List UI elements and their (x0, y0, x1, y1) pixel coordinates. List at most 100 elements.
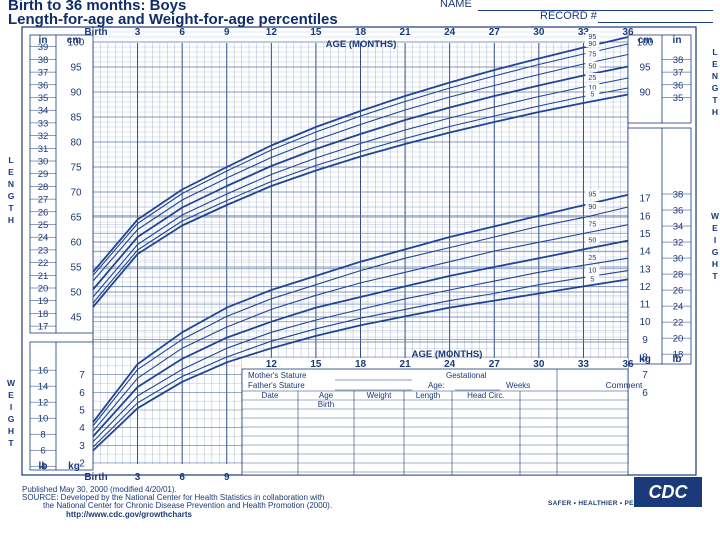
name-field[interactable] (478, 10, 713, 11)
length-percentile-90-line (92, 43, 629, 276)
cdc-logo: CDC (634, 477, 702, 507)
tick-label-cm: 85 (70, 113, 82, 124)
weeks-label: Weeks (506, 381, 530, 390)
age-tick-bottom-left: 9 (224, 472, 230, 483)
length-percentile-10-line (92, 87, 629, 304)
age-tick-bottom: 15 (310, 359, 322, 370)
tick-label-cm: 75 (70, 163, 82, 174)
length-percentile-25-line (92, 77, 629, 298)
weight-percentile-label-bg (585, 265, 600, 274)
length-axis-title-letter: H (8, 215, 14, 225)
weight-axis-title-letter: I (10, 402, 12, 412)
unit-lb-label: lb (39, 461, 48, 472)
tick-label-kg: 6 (79, 388, 85, 399)
comment-header: Comment (606, 380, 643, 390)
tick-label-in: 36 (38, 80, 49, 91)
unit-lb-label-right: lb (673, 354, 682, 365)
weight-percentile-5-label: 5 (590, 276, 594, 283)
unit-cm-label: cm (67, 35, 82, 46)
weight-percentile-50-label: 50 (588, 238, 596, 245)
tick-label-in: 22 (38, 258, 49, 269)
tick-label-lb: 12 (38, 398, 49, 409)
tick-label-lb-right: 26 (673, 286, 684, 297)
tick-label-lb: 8 (40, 430, 45, 441)
age-tick-bottom: 33 (578, 359, 590, 370)
tick-label-cm-right: 100 (637, 38, 654, 49)
chart-subtitle: Length-for-age and Weight-for-age percen… (8, 11, 338, 28)
table-column-header: Length (416, 391, 440, 400)
age-tick-top: 9 (224, 27, 230, 38)
tick-label-lb-right: 30 (673, 254, 684, 265)
tick-label-lb: 10 (38, 414, 49, 425)
weight-axis-title-letter-right: E (712, 223, 718, 233)
tick-label-kg: 4 (79, 423, 85, 434)
weight-percentile-75-label: 75 (588, 222, 596, 229)
tick-label-lb-right: 20 (673, 334, 684, 345)
length-percentile-25-label: 25 (588, 75, 596, 82)
length-percentile-10-label: 10 (588, 85, 596, 92)
length-axis-title-letter-right: T (712, 95, 718, 105)
tick-label-lb-right: 28 (673, 270, 684, 281)
weight-axis-title-letter-right: H (712, 259, 718, 269)
footer-url[interactable]: http://www.cdc.gov/growthcharts (66, 510, 192, 519)
right-length-scale (627, 34, 692, 124)
length-axis-title-letter-right: H (712, 107, 718, 117)
tick-label-cm: 60 (70, 238, 82, 249)
tick-label-lb-right: 34 (673, 222, 684, 233)
tick-label-lb-right: 38 (673, 190, 684, 201)
table-birth-row: Birth (318, 400, 334, 409)
age-tick-bottom-left: 6 (179, 472, 185, 483)
weight-percentile-95-label: 95 (588, 192, 596, 199)
unit-cm-label-right: cm (638, 35, 653, 46)
length-percentile-95-line (92, 36, 629, 273)
length-percentile-95-label: 95 (588, 34, 596, 41)
table-column-header: Head Circ. (467, 391, 505, 400)
tick-label-in: 24 (38, 233, 49, 244)
tick-label-in: 32 (38, 131, 49, 142)
table-column-header: Age (319, 391, 334, 400)
tick-label-in: 39 (38, 42, 49, 53)
tick-label-lb: 14 (38, 382, 49, 393)
tick-label-kg-right: 16 (639, 211, 651, 222)
age-tick-bottom: 12 (266, 359, 278, 370)
age-tick-top: 27 (489, 27, 501, 38)
unit-kg-label-right: kg (639, 354, 651, 365)
table-column-header: Weight (367, 391, 393, 400)
tick-label-in-right: 37 (673, 68, 684, 79)
length-axis-title-letter-right: G (712, 83, 719, 93)
tick-label-kg-right: 7 (642, 370, 648, 381)
age-tick-top: 12 (266, 27, 278, 38)
age-birth-label-bottom: Birth (84, 472, 107, 483)
length-axis-title-letter-right: E (712, 59, 718, 69)
age-tick-top: 3 (135, 27, 141, 38)
bottom-axis-band (242, 358, 628, 369)
tick-label-in: 30 (38, 157, 49, 168)
weight-percentile-90-line (92, 206, 629, 427)
tick-label-in: 20 (38, 284, 49, 295)
age-tick-top: 21 (400, 27, 412, 38)
tick-label-in: 29 (38, 169, 49, 180)
length-percentile-label-bg (585, 61, 600, 70)
tick-label-lb: 4 (40, 462, 45, 473)
age-tick-top: 15 (310, 27, 322, 38)
length-axis-title-letter: G (8, 191, 15, 201)
tick-label-kg: 2 (79, 458, 85, 469)
length-axis-title-letter: E (8, 167, 14, 177)
length-percentile-75-label: 75 (588, 52, 596, 59)
weight-percentile-label-bg (585, 189, 600, 198)
weight-axis-title-letter: W (7, 378, 16, 388)
length-percentile-label-bg (585, 39, 600, 47)
tick-label-kg: 7 (79, 370, 85, 381)
weight-axis-title-letter: T (8, 438, 14, 448)
record-field[interactable] (598, 22, 713, 23)
tick-label-lb-right: 24 (673, 302, 684, 313)
tick-label-lb-right: 36 (673, 206, 684, 217)
tick-label-kg-right: 6 (642, 388, 648, 399)
right-weight-scale (627, 127, 692, 365)
tick-label-in: 25 (38, 220, 49, 231)
tick-label-in: 26 (38, 207, 49, 218)
weight-axis-title-letter-right: T (712, 271, 718, 281)
length-percentile-5-label: 5 (590, 92, 594, 99)
length-percentile-50-label: 50 (588, 64, 596, 71)
age-tick-top: 24 (444, 27, 456, 38)
